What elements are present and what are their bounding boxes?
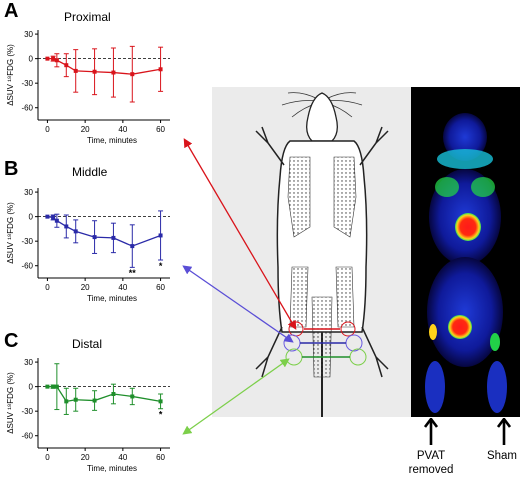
data-point (51, 56, 56, 61)
pet-heart (455, 213, 481, 241)
pet-brown-fat (437, 149, 493, 169)
significance-marker: * (159, 261, 163, 271)
x-tick-label: 60 (156, 283, 165, 292)
x-tick-label: 40 (118, 125, 127, 134)
data-point (111, 70, 116, 75)
y-tick-label: 30 (24, 188, 33, 197)
data-point (111, 392, 116, 396)
y-tick-label: -30 (21, 237, 33, 246)
data-point (130, 244, 135, 249)
fat-depot-lower-right (335, 266, 355, 328)
y-tick-label: 0 (29, 383, 34, 392)
data-point (130, 394, 135, 399)
y-tick-label: 0 (29, 213, 34, 222)
data-point (64, 224, 69, 229)
y-tick-label: 30 (24, 358, 33, 367)
y-tick-label: -60 (21, 432, 33, 441)
pvat-label-line1: PVAT (416, 450, 446, 462)
pet-abdomen (427, 257, 503, 367)
data-point (158, 399, 163, 404)
pet-chest-glow-left (435, 177, 459, 197)
x-tick-label: 60 (156, 453, 165, 462)
x-axis-label: Time, minutes (87, 294, 137, 303)
y-tick-label: 0 (29, 55, 34, 64)
pvat-removed-label: PVAT removed (405, 449, 457, 477)
distal-chart: 30 0 -30 -60 0 20 40 60 Time, minutes ΔSUV ¹⁸FDG … (6, 358, 170, 473)
data-point (64, 63, 69, 68)
middle-pointer-arrow (182, 265, 294, 343)
pet-bladder (448, 315, 472, 339)
data-point (130, 72, 135, 77)
panel-letter-c: C (4, 330, 19, 352)
y-axis-label: ΔSUV ¹⁸FDG (%) (6, 44, 15, 106)
panel-title-middle: Middle (72, 165, 108, 179)
fat-depot-upper-right (333, 156, 357, 238)
hind-right-leg (361, 326, 389, 378)
y-tick-label: -30 (21, 407, 33, 416)
pet-leg-right (487, 361, 507, 413)
sham-label: Sham (486, 450, 518, 462)
significance-marker: * (159, 410, 163, 420)
y-axis-label: ΔSUV ¹⁸FDG (%) (6, 202, 15, 264)
data-point (45, 214, 50, 219)
data-point (54, 218, 59, 223)
x-tick-label: 20 (81, 283, 90, 292)
front-right-leg (359, 126, 389, 166)
proximal-marker-right (340, 321, 356, 337)
data-point (73, 397, 78, 402)
data-point (64, 399, 69, 404)
data-point (92, 69, 97, 74)
data-point (158, 233, 163, 238)
data-point (54, 58, 59, 63)
y-tick-label: -60 (21, 262, 33, 271)
data-point (92, 235, 97, 240)
proximal-chart: 30 0 -30 -60 0 20 40 60 Time, minutes ΔSUV ¹⁸FDG … (6, 30, 170, 145)
proximal-pointer-arrow (183, 138, 297, 330)
pvat-label-line2: removed (408, 464, 454, 476)
distal-pointer-arrow (182, 358, 290, 435)
data-point (45, 384, 50, 389)
sham-up-arrow-icon (497, 418, 511, 445)
data-point (51, 384, 56, 389)
y-tick-label: 30 (24, 30, 33, 39)
pet-scan-image (411, 87, 520, 417)
middle-chart: 30 0 -30 -60 0 20 40 60 Time, minutes ΔSUV ¹⁸FDG … (6, 188, 170, 303)
x-tick-label: 20 (81, 125, 90, 134)
data-point (54, 384, 59, 389)
data-point (158, 67, 163, 72)
x-axis-label: Time, minutes (87, 464, 137, 473)
x-tick-label: 0 (45, 125, 50, 134)
pet-hip-left (429, 324, 437, 340)
x-tick-label: 40 (118, 453, 127, 462)
x-tick-label: 0 (45, 283, 50, 292)
x-tick-label: 0 (45, 453, 50, 462)
data-point (51, 215, 56, 220)
panel-letter-a: A (4, 0, 19, 22)
y-axis-label: ΔSUV ¹⁸FDG (%) (6, 372, 15, 434)
significance-marker: ** (129, 268, 137, 278)
data-point (73, 229, 78, 234)
data-point (73, 68, 78, 73)
pet-leg-left (425, 361, 445, 413)
x-tick-label: 20 (81, 453, 90, 462)
panel-title-proximal: Proximal (64, 10, 111, 24)
pet-hip-right (490, 333, 500, 351)
data-point (92, 398, 97, 403)
panel-letter-b: B (4, 158, 19, 180)
y-tick-label: -60 (21, 104, 33, 113)
data-point (111, 235, 116, 240)
x-axis-label: Time, minutes (87, 136, 137, 145)
data-point (45, 56, 50, 61)
x-tick-label: 60 (156, 125, 165, 134)
pet-chest-glow-right (471, 177, 495, 197)
y-tick-label: -30 (21, 79, 33, 88)
x-tick-label: 40 (118, 283, 127, 292)
pet-head (443, 113, 487, 161)
pvat-up-arrow-icon (424, 418, 438, 445)
panel-title-distal: Distal (72, 337, 103, 351)
